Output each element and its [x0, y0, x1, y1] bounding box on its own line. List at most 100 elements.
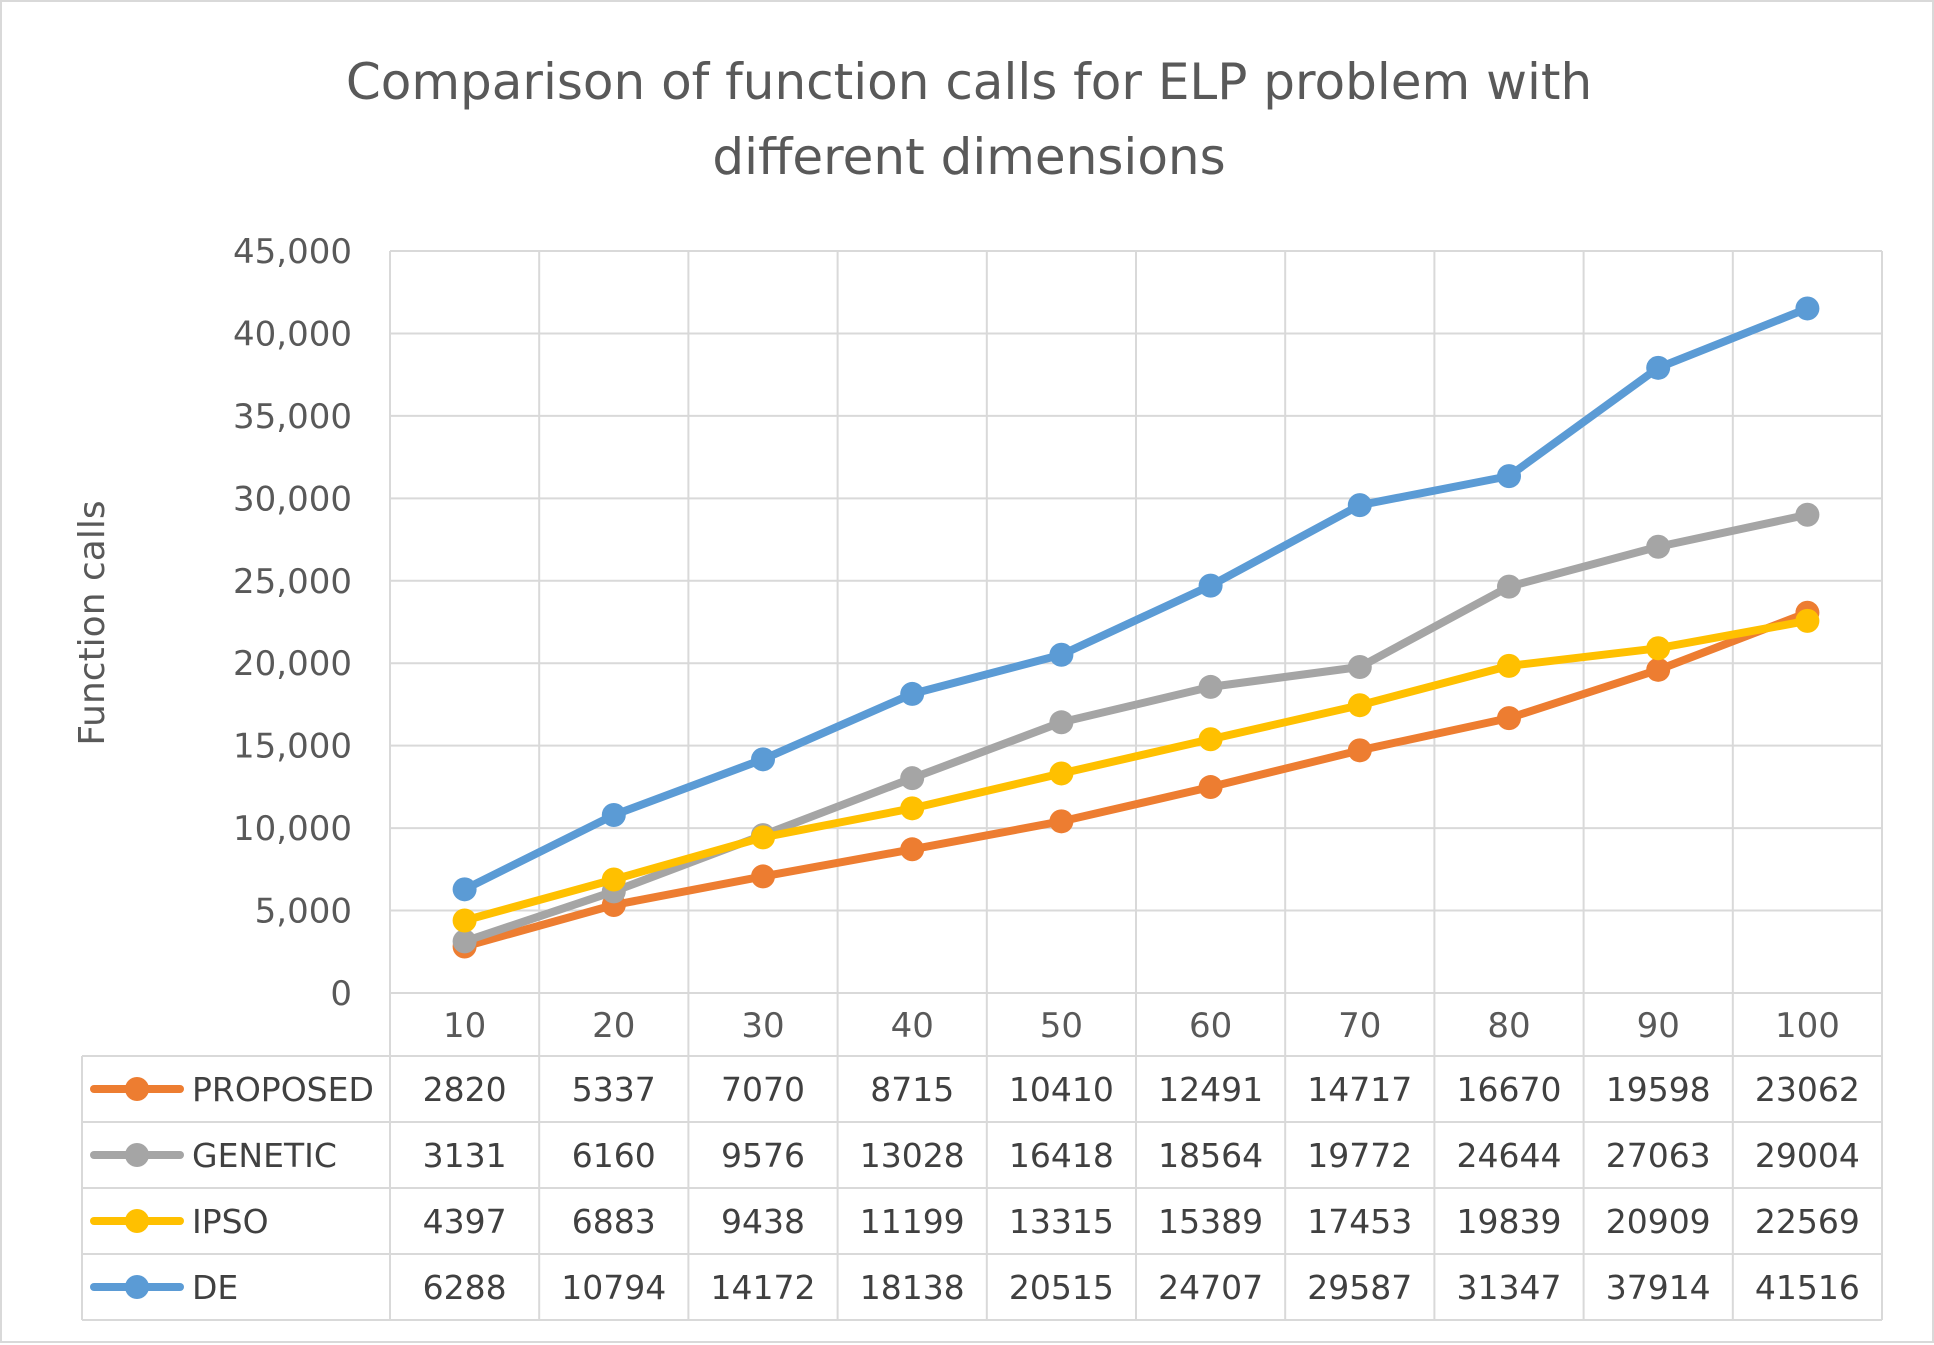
y-tick-label: 35,000 — [233, 397, 352, 437]
table-cell: 19839 — [1457, 1202, 1562, 1241]
series-line — [460, 608, 1812, 951]
data-point — [452, 929, 477, 954]
data-point — [1049, 710, 1074, 735]
data-point — [1646, 534, 1671, 559]
data-point — [1497, 574, 1521, 599]
data-point — [601, 867, 626, 892]
data-point — [452, 877, 477, 902]
legend-label: GENETIC — [192, 1136, 337, 1175]
table-cell: 20515 — [1009, 1268, 1114, 1307]
data-point — [1347, 693, 1372, 718]
data-point — [1049, 761, 1074, 786]
x-tick-label: 50 — [1040, 1006, 1083, 1046]
table-cell: 22569 — [1755, 1202, 1860, 1241]
data-point — [1198, 674, 1223, 699]
table-cell: 23062 — [1755, 1070, 1860, 1109]
table-cell: 10794 — [561, 1268, 666, 1307]
table-cell: 24707 — [1158, 1268, 1263, 1307]
table-cell: 5337 — [572, 1070, 656, 1109]
data-point — [1646, 636, 1671, 661]
table-cell: 19772 — [1307, 1136, 1412, 1175]
y-tick-label: 45,000 — [233, 232, 352, 272]
table-cell: 6288 — [423, 1268, 507, 1307]
table-cell: 41516 — [1755, 1268, 1860, 1307]
x-tick-label: 80 — [1487, 1006, 1530, 1046]
y-tick-label: 20,000 — [233, 644, 352, 684]
data-point — [1497, 706, 1521, 731]
y-tick-label: 15,000 — [233, 727, 352, 767]
table-cell: 9438 — [721, 1202, 805, 1241]
data-point — [1198, 727, 1223, 752]
y-tick-label: 25,000 — [233, 562, 352, 602]
x-tick-label: 100 — [1775, 1006, 1840, 1046]
x-tick-label: 40 — [891, 1006, 934, 1046]
table-cell: 18564 — [1158, 1136, 1263, 1175]
table-cell: 29004 — [1755, 1136, 1860, 1175]
table-row: PROPOSED 2820 5337 7070 8715 10410 12491 14717 1… — [90, 1070, 1860, 1109]
y-tick-label: 40,000 — [233, 314, 352, 354]
table-cell: 15389 — [1158, 1202, 1263, 1241]
data-point — [1795, 502, 1820, 527]
y-axis-ticks: 0 5,000 10,000 15,000 20,000 25,000 30,000 35,0… — [233, 232, 352, 1014]
series-line — [460, 304, 1812, 894]
data-point — [1347, 654, 1372, 679]
series-lines — [452, 296, 1820, 959]
data-point — [900, 681, 925, 706]
legend-marker — [125, 1077, 149, 1101]
y-tick-label: 5,000 — [255, 892, 352, 932]
y-tick-label: 0 — [330, 974, 352, 1014]
table-cell: 14717 — [1307, 1070, 1412, 1109]
table-cell: 13315 — [1009, 1202, 1114, 1241]
y-axis-label: Function calls — [72, 500, 113, 745]
data-point — [1198, 775, 1223, 800]
data-point — [1646, 355, 1671, 380]
table-cell: 7070 — [721, 1070, 805, 1109]
data-point — [452, 908, 477, 933]
data-point — [1795, 296, 1820, 321]
data-point — [751, 864, 775, 889]
x-tick-label: 60 — [1189, 1006, 1232, 1046]
table-cell: 13028 — [860, 1136, 965, 1175]
data-point — [1646, 657, 1671, 682]
x-tick-label: 20 — [592, 1006, 635, 1046]
table-cell: 10410 — [1009, 1070, 1114, 1109]
table-row: GENETIC 3131 6160 9576 13028 16418 18564 19772 2… — [90, 1136, 1860, 1175]
x-tick-label: 70 — [1338, 1006, 1381, 1046]
x-tick-label: 30 — [741, 1006, 784, 1046]
table-cell: 2820 — [423, 1070, 507, 1109]
y-tick-label: 10,000 — [233, 809, 352, 849]
chart-title-line-2: different dimensions — [712, 128, 1225, 186]
table-cell: 27063 — [1606, 1136, 1711, 1175]
table-cell: 14172 — [711, 1268, 816, 1307]
legend-label: IPSO — [192, 1202, 269, 1241]
legend-marker — [125, 1143, 149, 1167]
x-tick-label: 10 — [443, 1006, 486, 1046]
data-point — [1049, 809, 1074, 834]
table-cell: 19598 — [1606, 1070, 1711, 1109]
chart-title-line-1: Comparison of function calls for ELP pro… — [346, 53, 1592, 111]
table-cell: 8715 — [870, 1070, 954, 1109]
table-cell: 11199 — [860, 1202, 965, 1241]
data-point — [900, 837, 925, 862]
table-cell: 37914 — [1606, 1268, 1711, 1307]
table-cell: 16670 — [1457, 1070, 1562, 1109]
data-point — [751, 747, 775, 772]
table-cell: 9576 — [721, 1136, 805, 1175]
table-row: DE 6288 10794 14172 18138 20515 24707 29587 3134… — [90, 1268, 1860, 1307]
data-point — [1347, 493, 1372, 518]
table-cell: 20909 — [1606, 1202, 1711, 1241]
y-tick-label: 30,000 — [233, 479, 352, 519]
table-cell: 18138 — [860, 1268, 965, 1307]
data-point — [1049, 642, 1074, 667]
data-point — [1497, 653, 1521, 678]
chart-title: Comparison of function calls for ELP pro… — [346, 53, 1592, 186]
legend-label: PROPOSED — [192, 1070, 374, 1109]
table-cell: 4397 — [423, 1202, 507, 1241]
table-cell: 6883 — [572, 1202, 656, 1241]
data-table: PROPOSED 2820 5337 7070 8715 10410 12491 14717 1… — [90, 1070, 1860, 1307]
data-point — [1795, 608, 1820, 633]
data-point — [1347, 738, 1372, 763]
series-line — [460, 510, 1812, 946]
